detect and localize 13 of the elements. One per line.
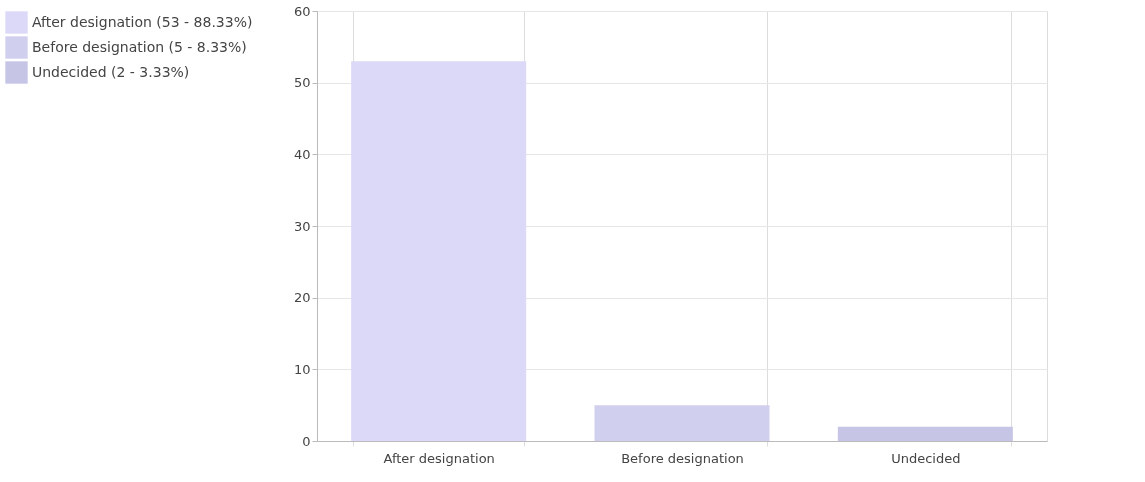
legend-label: Before designation (5 - 8.33%) — [32, 38, 247, 55]
y-tick-label: 30 — [293, 218, 311, 234]
y-tick-label: 40 — [293, 146, 311, 162]
y-tick-label: 10 — [293, 361, 311, 377]
legend-label: After designation (53 - 88.33%) — [32, 13, 253, 30]
y-tick-label: 20 — [293, 290, 311, 306]
x-tick-label: After designation — [383, 450, 495, 466]
y-tick-label: 60 — [293, 3, 311, 19]
y-tick-label: 50 — [293, 75, 311, 91]
x-tick-label: Before designation — [621, 450, 744, 466]
legend-label: Undecided (2 - 3.33%) — [32, 63, 190, 80]
y-tick-label: 0 — [302, 433, 311, 449]
x-tick-label: Undecided — [891, 450, 961, 466]
